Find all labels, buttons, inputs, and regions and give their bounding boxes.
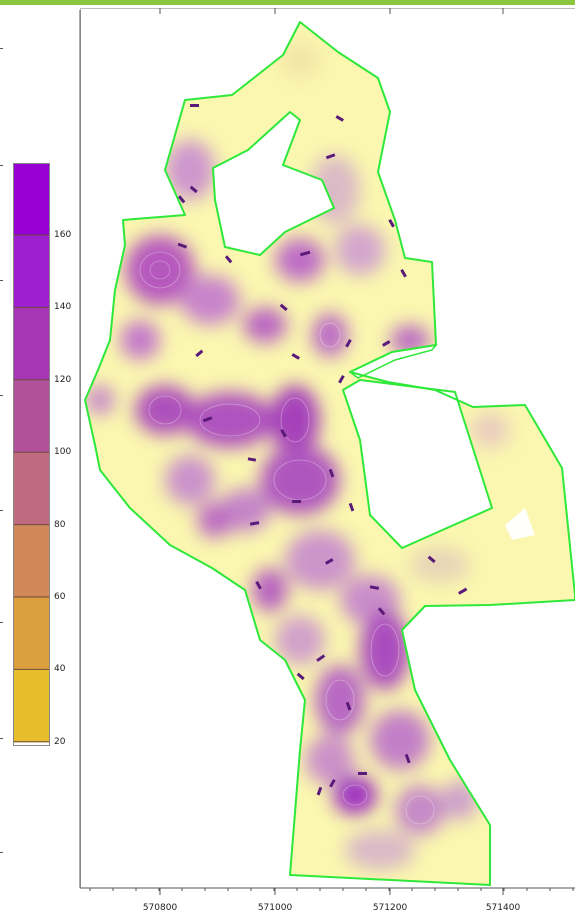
x-tick-label: 571000 [257, 903, 293, 913]
legend-label-140: 140 [54, 302, 72, 313]
legend-label-80: 80 [54, 519, 66, 530]
legend-band-60 [13, 597, 50, 670]
legend-label-60: 60 [54, 592, 66, 602]
left-tick [0, 165, 3, 166]
top-accent-bar [0, 0, 575, 5]
legend-label-40: 40 [54, 664, 66, 675]
color-legend [13, 163, 50, 746]
legend-band-40 [13, 669, 50, 743]
legend-label-160: 160 [54, 230, 72, 240]
left-tick [0, 280, 3, 281]
x-tick-label: 570800 [142, 903, 178, 913]
legend-band-top [13, 163, 50, 235]
legend-label-20: 20 [54, 736, 66, 747]
map-hole-east [342, 379, 493, 549]
x-tick-label: 571400 [485, 903, 521, 913]
map-hole-north [212, 111, 335, 256]
legend-band-160 [13, 235, 50, 308]
left-tick [0, 852, 3, 853]
legend-label-100: 100 [54, 447, 72, 458]
legend-band-80 [13, 524, 50, 598]
legend-band-140 [13, 307, 50, 381]
heatmap-body [85, 22, 575, 885]
left-tick [0, 48, 3, 49]
left-tick [0, 395, 3, 396]
x-tick-label: 571200 [372, 903, 408, 913]
map-boundary [84, 21, 575, 886]
left-tick [0, 510, 3, 511]
legend-band-120 [13, 379, 50, 453]
left-tick [0, 738, 3, 739]
left-tick [0, 622, 3, 623]
legend-label-120: 120 [54, 374, 72, 385]
legend-band-100 [13, 452, 50, 526]
